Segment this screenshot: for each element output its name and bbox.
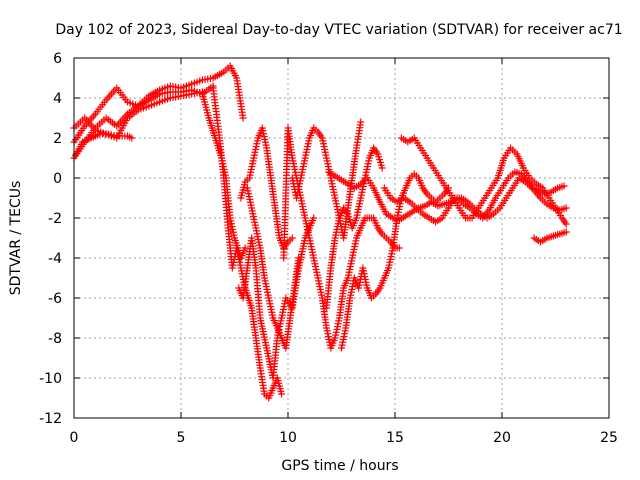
y-axis-label: SDTVAR / TECUs xyxy=(8,181,24,296)
data-point xyxy=(288,234,296,242)
data-point xyxy=(357,118,365,126)
data-point xyxy=(241,244,249,252)
series-track-h xyxy=(243,184,303,352)
series-track-n xyxy=(325,168,570,224)
y-tick-label: 0 xyxy=(53,171,62,187)
series-track-q xyxy=(530,228,570,246)
y-tick-label: -4 xyxy=(48,251,62,267)
series-track-i xyxy=(237,124,296,252)
series-track-c xyxy=(70,88,206,142)
data-point xyxy=(310,214,318,222)
y-tick-label: 6 xyxy=(53,51,62,67)
x-tick-label: 0 xyxy=(70,430,79,446)
y-tick-label: 4 xyxy=(53,91,62,107)
x-axis-label: GPS time / hours xyxy=(281,458,398,474)
data-point xyxy=(128,134,136,142)
x-tick-label: 5 xyxy=(177,430,186,446)
plot-frame xyxy=(73,57,610,419)
data-point xyxy=(560,182,568,190)
series-track-p xyxy=(380,174,568,226)
data-point xyxy=(562,204,570,212)
data-point xyxy=(239,114,247,122)
series-track-j xyxy=(280,124,403,352)
data-point xyxy=(562,220,570,228)
x-tick-label: 25 xyxy=(600,430,618,446)
data-points xyxy=(70,62,570,402)
tick-layer: 0 5 10 15 20 25 -12 -10 -8 -6 -4 -2 0 2 4 6 xyxy=(39,51,618,446)
series-track-l xyxy=(323,144,386,312)
x-tick-label: 15 xyxy=(386,430,404,446)
y-tick-label: 2 xyxy=(53,131,62,147)
y-tick-label: -8 xyxy=(48,331,62,347)
x-tick-label: 10 xyxy=(279,430,297,446)
data-point xyxy=(295,254,303,262)
y-tick-label: -2 xyxy=(48,211,62,227)
data-point xyxy=(562,228,570,236)
series-track-f xyxy=(209,84,286,402)
chart-title: Day 102 of 2023, Sidereal Day-to-day VTE… xyxy=(55,22,622,38)
series-track-d xyxy=(72,130,136,158)
data-point xyxy=(378,164,386,172)
x-tick-label: 20 xyxy=(493,430,511,446)
series-track-g xyxy=(235,214,318,382)
data-point xyxy=(278,390,286,398)
y-tick-label: -10 xyxy=(39,371,62,387)
y-tick-label: -12 xyxy=(39,411,62,427)
series-track-a xyxy=(70,62,247,146)
y-tick-label: -6 xyxy=(48,291,62,307)
data-point xyxy=(395,244,403,252)
